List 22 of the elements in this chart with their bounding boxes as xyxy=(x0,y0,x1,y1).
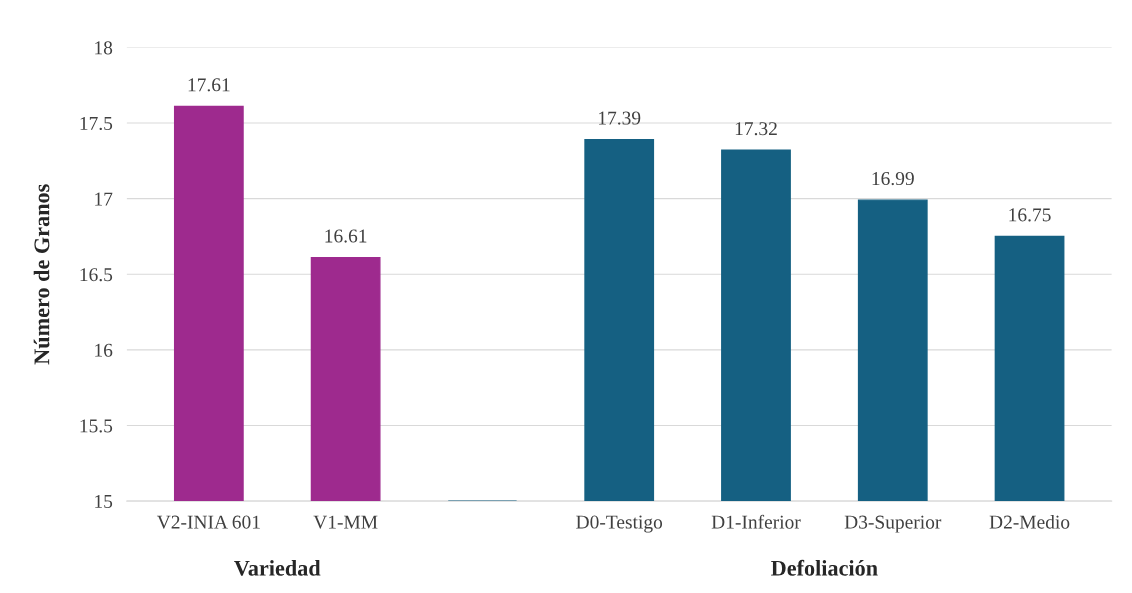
y-tick-label: 16 xyxy=(95,343,113,357)
text: Variedad xyxy=(234,560,321,576)
x-tick-label: D2-Medio xyxy=(989,514,1070,529)
y-tick-label: 16.5 xyxy=(80,268,113,282)
text: Defoliación xyxy=(771,559,878,576)
data-label: 17.61 xyxy=(188,78,230,92)
y-tick-label: 17.5 xyxy=(80,116,113,131)
data-label: 16.61 xyxy=(325,229,367,243)
y-tick-label: 15 xyxy=(95,494,113,509)
data-label: 17.39 xyxy=(599,111,641,125)
data-label: 17.32 xyxy=(735,122,777,136)
x-tick-label: D1-Inferior xyxy=(711,514,801,529)
y-tick-label: 15.5 xyxy=(80,419,113,433)
x-tick-label: D0-Testigo xyxy=(576,515,663,533)
y-axis-title: Número de Granos xyxy=(33,184,50,365)
y-tick-label: 18 xyxy=(95,41,113,55)
data-label: 16.99 xyxy=(872,172,914,186)
x-tick-label: V1-MM xyxy=(313,515,378,529)
y-tick-label: 17 xyxy=(95,192,113,206)
data-label: 16.75 xyxy=(1009,208,1051,222)
x-tick-label: D3-Superior xyxy=(844,515,942,533)
x-tick-label: V2-INIA 601 xyxy=(156,515,260,529)
